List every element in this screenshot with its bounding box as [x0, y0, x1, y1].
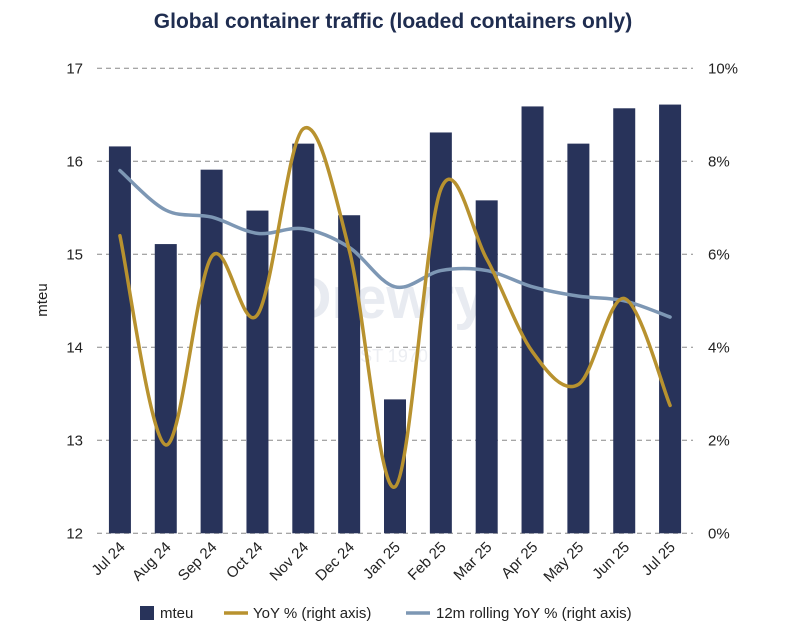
y-tick-label: 15: [66, 246, 83, 263]
x-tick-label: Mar 25: [450, 539, 495, 584]
y-tick-label: 16: [66, 153, 83, 170]
bar-oct-24: [246, 210, 269, 534]
bar-mar-25: [475, 200, 498, 534]
x-tick-label: Aug 24: [129, 539, 175, 585]
y-right-tick-label: 10%: [708, 60, 738, 77]
y-right-tick-label: 8%: [708, 153, 730, 170]
x-tick-label: Jul 24: [88, 539, 128, 579]
y-right-tick-label: 4%: [708, 339, 730, 356]
bar-jan-25: [384, 399, 406, 534]
bar-jul-24: [108, 146, 131, 534]
x-tick-label: Sep 24: [175, 539, 221, 585]
bar-feb-25: [429, 132, 452, 534]
y-right-tick-label: 2%: [708, 432, 730, 449]
yoy-line: [118, 125, 672, 489]
y-right-tick-label: 6%: [708, 246, 730, 263]
y-tick-label: 14: [66, 339, 83, 356]
bar-nov-24: [292, 143, 315, 534]
bar-aug-24: [154, 244, 177, 534]
y-tick-label: 13: [66, 432, 83, 449]
x-tick-label: Feb 25: [405, 539, 450, 584]
watermark-logo: Drewry: [290, 266, 487, 331]
rolling-yoy-line: [118, 168, 672, 319]
legend-swatch-mteu: [140, 606, 154, 620]
bar-dec-24: [338, 215, 361, 534]
y-right-tick-label: 0%: [708, 525, 730, 542]
x-tick-label: Nov 24: [267, 539, 313, 585]
bar-jul-25: [659, 104, 682, 534]
y-tick-label: 12: [66, 525, 83, 542]
x-tick-label: May 25: [540, 539, 587, 586]
bar-apr-25: [521, 106, 544, 534]
y-axis-label: mteu: [34, 283, 51, 316]
x-tick-label: Oct 24: [223, 539, 266, 582]
y-tick-label: 17: [66, 60, 83, 77]
legend-label-yoy: YoY % (right axis): [253, 605, 371, 622]
legend-label-mteu: mteu: [160, 605, 193, 622]
legend-label-rolling: 12m rolling YoY % (right axis): [436, 605, 632, 622]
x-tick-label: Dec 24: [312, 539, 358, 585]
x-tick-label: Jul 25: [639, 539, 679, 579]
x-tick-label: Jan 25: [360, 539, 404, 583]
bar-sep-24: [200, 169, 223, 534]
x-tick-label: Jun 25: [589, 539, 633, 583]
bar-may-25: [567, 143, 590, 534]
bar-jun-25: [613, 108, 636, 534]
x-tick-label: Apr 25: [498, 539, 541, 582]
chart-title: Global container traffic (loaded contain…: [153, 10, 633, 33]
